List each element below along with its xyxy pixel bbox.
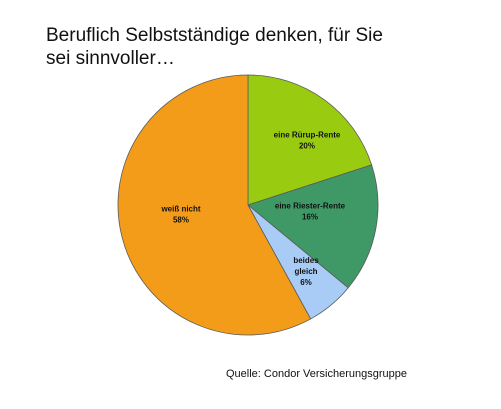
pie-slices [117, 74, 379, 336]
slice-percent: 16% [302, 213, 318, 222]
slice-label-line: gleich [294, 267, 317, 276]
slice-percent: 20% [299, 142, 315, 151]
chart-source: Quelle: Condor Versicherungsgruppe [226, 368, 408, 380]
slice-label-line: eine Riester-Rente [275, 202, 346, 211]
slice-label-1: eine Rürup-Rente 20% [274, 131, 341, 151]
pie-labels: eine Rürup-Rente 20% eine Riester-Rente 16%… [160, 131, 345, 288]
slice-label-line: eine Rürup-Rente [274, 131, 341, 140]
slice-percent: 6% [300, 278, 312, 287]
slice-label-3: beides gleich 6% [293, 256, 319, 287]
slice-label-line: beides [293, 256, 319, 265]
slice-label-4: weiß nicht 58% [160, 205, 200, 225]
slice-label-line: weiß nicht [160, 205, 200, 214]
pie-slice-1 [247, 74, 373, 206]
slice-label-2: eine Riester-Rente 16% [275, 202, 346, 222]
chart-title: Beruflich Selbstständige denken, für Sie… [46, 25, 383, 69]
pie-slice-4 [117, 74, 312, 336]
pie-slice-2 [247, 164, 379, 289]
slice-percent: 58% [173, 216, 189, 225]
